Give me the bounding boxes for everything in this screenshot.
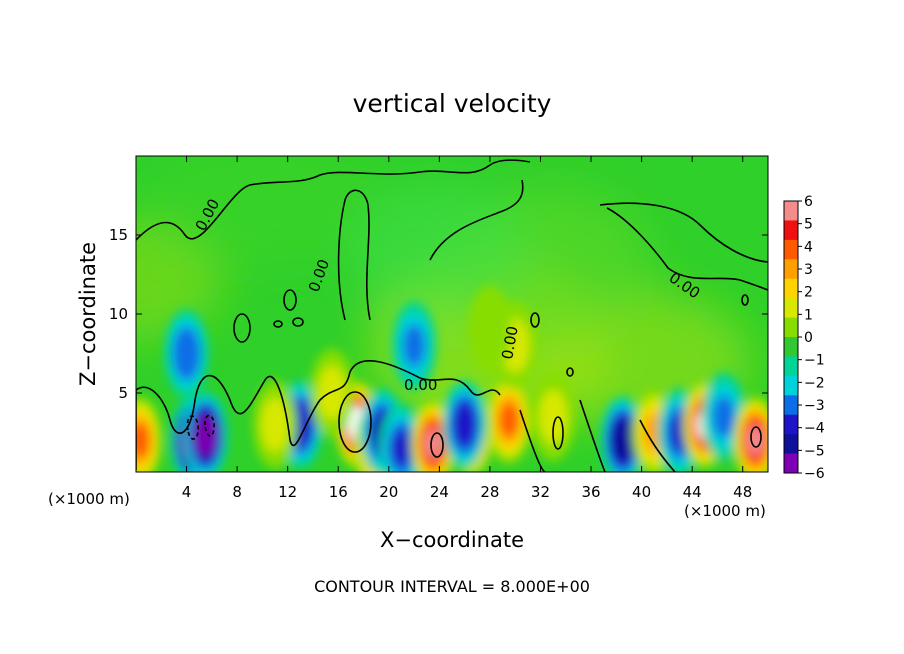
contour-line: [233, 313, 251, 343]
colorbar-tick-label: −4: [804, 421, 825, 437]
colorbar-swatch: [784, 278, 798, 299]
y-tick-label: 15: [109, 226, 128, 244]
contour-line: [292, 317, 304, 327]
x-unit-label-left: (×1000 m): [48, 490, 130, 508]
contour-line: [579, 399, 606, 472]
velocity-cell: [402, 324, 426, 367]
colorbar-swatch: [784, 375, 798, 396]
contour-line: [273, 320, 283, 328]
colorbar-tick-label: 2: [804, 285, 813, 301]
x-tick-label: 36: [581, 483, 600, 501]
contour-line: [552, 416, 564, 450]
x-tick-label: 28: [480, 483, 499, 501]
contour-line: [136, 360, 501, 470]
velocity-cell: [261, 397, 290, 452]
colorbar-tick-label: −2: [804, 375, 825, 391]
contour-label: 0.00: [404, 376, 437, 394]
colorbar: 6 5 4 3 2 1 0 −1 −2 −3 −4 −5 −6: [783, 194, 825, 482]
velocity-cell: [176, 335, 197, 372]
x-tick-label: 40: [632, 483, 651, 501]
x-tick-label: 20: [379, 483, 398, 501]
chart-title: vertical velocity: [353, 89, 552, 118]
y-tick-label: 10: [109, 305, 128, 323]
velocity-cell: [455, 407, 474, 442]
contour-line: [530, 312, 540, 328]
colorbar-swatch: [784, 239, 798, 260]
plot-area: 0.00 0.00 0.00 0.00 0.00: [136, 156, 768, 472]
contour-line: [283, 289, 297, 311]
colorbar-tick-label: 0: [804, 330, 813, 346]
colorbar-swatch: [784, 395, 798, 416]
contour-line: [430, 432, 444, 458]
colorbar-swatch: [784, 201, 798, 221]
x-tick-label: 12: [278, 483, 297, 501]
velocity-cell: [424, 428, 442, 459]
x-tick-label: 32: [531, 483, 550, 501]
colorbar-swatch: [784, 434, 798, 454]
velocity-cell: [613, 424, 632, 457]
velocity-cell: [391, 429, 412, 467]
y-axis-title: Z−coordinate: [76, 242, 100, 386]
colorbar-tick-label: −1: [804, 353, 825, 369]
velocity-cell: [712, 395, 736, 439]
contour-line: [186, 415, 200, 440]
colorbar-tick-label: 4: [804, 239, 813, 255]
x-tick-label: 24: [430, 483, 449, 501]
contour-line: [566, 367, 574, 377]
contour-line: [741, 294, 749, 306]
x-axis-title: X−coordinate: [380, 528, 524, 552]
colorbar-tick-label: 6: [804, 194, 813, 210]
colorbar-swatch: [784, 337, 798, 357]
velocity-cell: [539, 389, 568, 444]
colorbar-tick-label: 5: [804, 217, 813, 233]
velocity-cell: [136, 423, 149, 458]
contour-line: [519, 409, 546, 472]
contour-line: [750, 426, 762, 448]
colorbar-swatch: [784, 317, 798, 338]
field-patch: [142, 156, 383, 264]
colorbar-swatch: [784, 356, 798, 377]
contour-line: [337, 189, 371, 321]
contour-interval-note: CONTOUR INTERVAL = 8.000E+00: [314, 577, 590, 596]
y-tick-label: 5: [118, 384, 128, 402]
colorbar-tick-label: −5: [804, 443, 825, 459]
colorbar-swatch: [784, 220, 798, 241]
contour-lines: [136, 159, 768, 472]
x-axis: 4 8 12 16 20 24 28 32 36 40 44 48: [182, 156, 752, 501]
velocity-cell: [197, 420, 214, 451]
colorbar-tick-label: 1: [804, 307, 813, 323]
colorbar-tick-label: −6: [804, 466, 825, 482]
colorbar-tick-label: 3: [804, 262, 813, 278]
contour-line: [606, 207, 768, 291]
colorbar-tick-label: −3: [804, 398, 825, 414]
velocity-cell: [317, 366, 346, 420]
colorbar-swatch: [784, 453, 798, 474]
y-axis: 5 10 15: [109, 226, 768, 402]
contour-line: [338, 391, 372, 453]
contour-line: [204, 414, 215, 437]
x-unit-label-right: (×1000 m): [684, 502, 766, 520]
contour-line: [599, 202, 768, 263]
colorbar-swatch: [784, 298, 798, 318]
contour-line: [136, 159, 531, 241]
contour-line: [429, 179, 524, 261]
x-tick-label: 4: [182, 483, 192, 501]
x-tick-label: 44: [683, 483, 702, 501]
x-tick-label: 48: [733, 483, 752, 501]
x-tick-label: 16: [329, 483, 348, 501]
x-tick-label: 8: [232, 483, 242, 501]
velocity-cell: [467, 285, 512, 374]
contour-label: 0.00: [498, 325, 522, 361]
field-patch: [349, 180, 530, 321]
contour-line: [639, 419, 676, 472]
velocity-cell: [499, 403, 519, 437]
velocity-cells: [136, 285, 768, 472]
colorbar-swatch: [784, 414, 798, 435]
colorbar-swatch: [784, 259, 798, 280]
